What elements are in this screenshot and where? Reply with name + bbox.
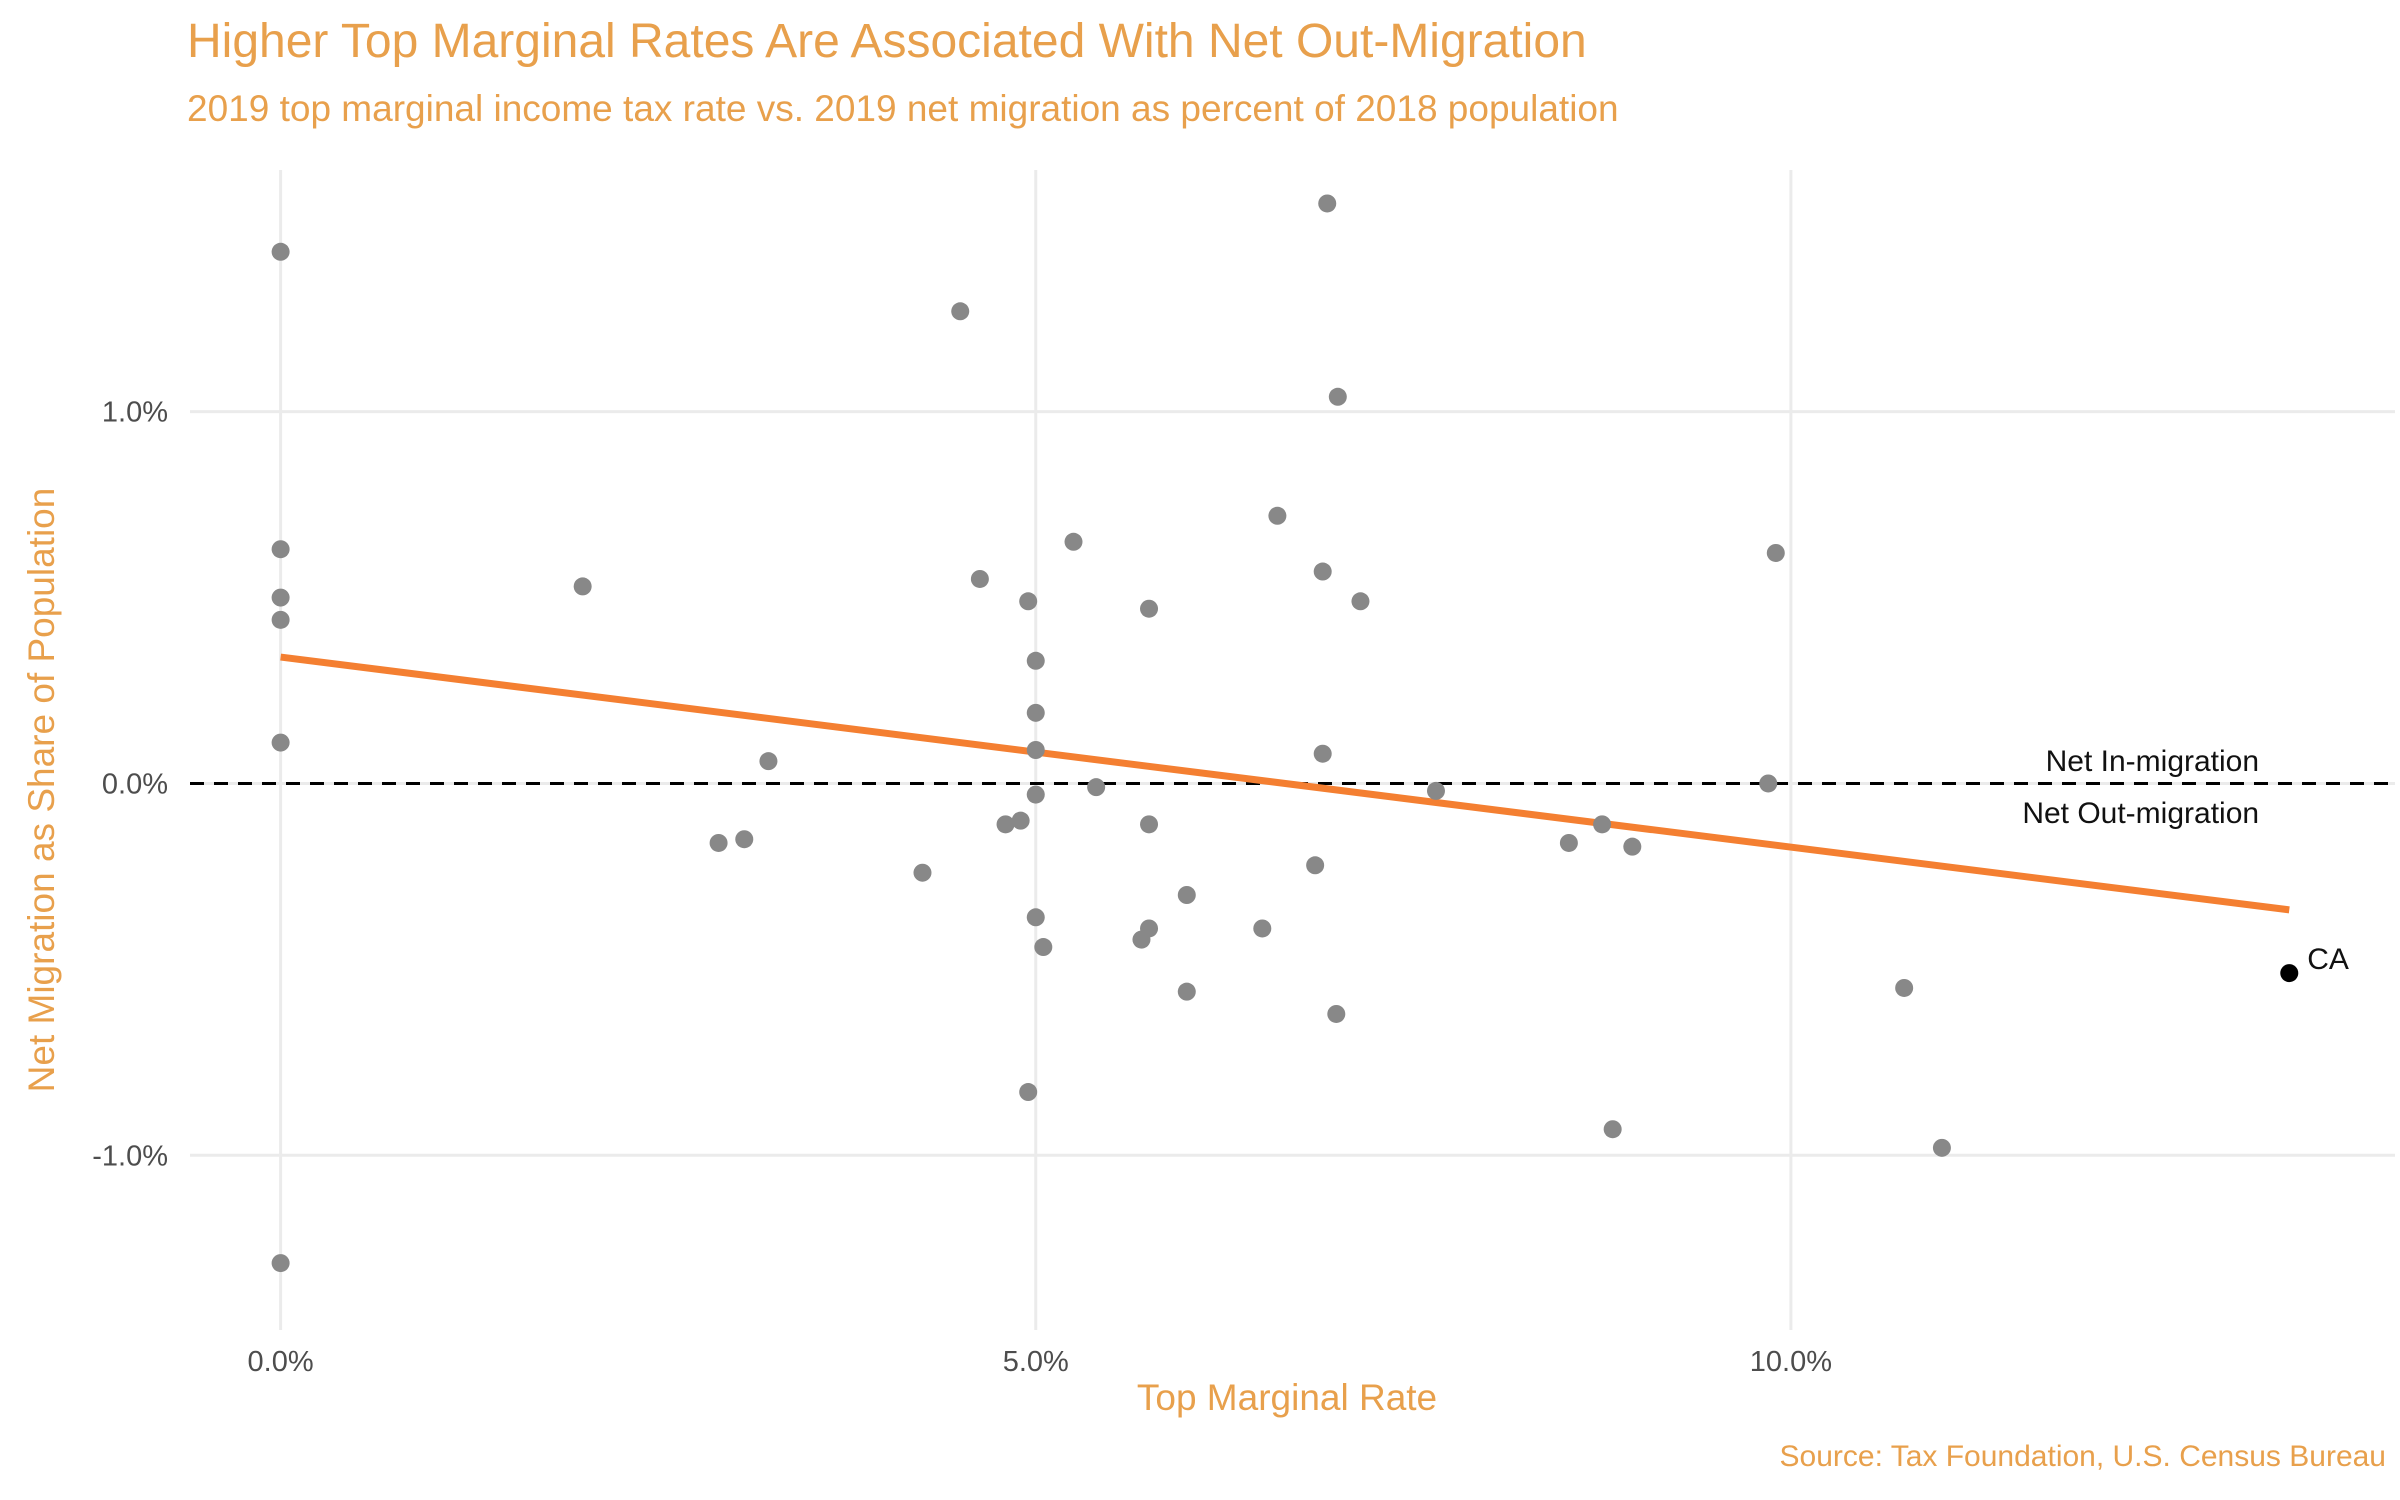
annotations: Net In-migration Net Out-migration CA bbox=[2022, 745, 2349, 976]
data-point bbox=[1351, 592, 1370, 611]
data-point bbox=[573, 577, 592, 596]
source-caption: Source: Tax Foundation, U.S. Census Bure… bbox=[1779, 1440, 2386, 1473]
data-point bbox=[709, 833, 728, 852]
data-point bbox=[271, 242, 290, 261]
data-point bbox=[1177, 982, 1196, 1001]
annotation-label: Net Out-migration bbox=[2022, 797, 2259, 830]
data-point bbox=[1011, 811, 1030, 830]
data-point bbox=[1327, 1004, 1346, 1023]
data-point bbox=[1140, 919, 1159, 938]
data-point bbox=[1932, 1138, 1951, 1157]
data-point bbox=[1318, 194, 1337, 213]
data-point bbox=[759, 752, 778, 771]
x-tick-label: 0.0% bbox=[248, 1346, 314, 1378]
x-tick-label: 10.0% bbox=[1750, 1346, 1832, 1378]
data-point bbox=[1268, 506, 1287, 525]
y-tick-label: -1.0% bbox=[92, 1140, 168, 1172]
data-point bbox=[1087, 778, 1106, 797]
data-point bbox=[271, 1254, 290, 1273]
data-point bbox=[913, 863, 932, 882]
y-tick-label: 0.0% bbox=[102, 768, 168, 800]
data-point bbox=[1026, 741, 1045, 759]
data-point bbox=[951, 302, 970, 321]
data-point bbox=[1019, 592, 1038, 611]
data-point bbox=[1177, 886, 1196, 904]
data-point bbox=[1895, 978, 1914, 997]
annotation-label: Net In-migration bbox=[2046, 745, 2259, 778]
data-point bbox=[1313, 562, 1332, 581]
x-tick-label: 5.0% bbox=[1003, 1346, 1069, 1378]
data-point bbox=[1026, 703, 1045, 722]
data-point bbox=[1766, 543, 1785, 562]
data-point bbox=[1026, 908, 1045, 927]
data-point bbox=[996, 815, 1015, 834]
highlight-point bbox=[2280, 964, 2299, 983]
data-point bbox=[1140, 815, 1159, 834]
data-point bbox=[970, 569, 989, 588]
data-point bbox=[1026, 785, 1045, 804]
highlight-label: CA bbox=[2307, 943, 2349, 976]
y-tick-label: 1.0% bbox=[102, 397, 168, 429]
data-point bbox=[1593, 815, 1612, 834]
data-point bbox=[1026, 651, 1045, 670]
chart-subtitle: 2019 top marginal income tax rate vs. 20… bbox=[187, 88, 1619, 129]
axis-tick-labels: 0.0% 5.0% 10.0% 1.0% 0.0% -1.0% bbox=[92, 397, 1832, 1378]
data-point bbox=[735, 830, 754, 849]
data-points bbox=[271, 194, 2299, 1273]
data-point bbox=[1306, 856, 1325, 875]
trend-line bbox=[280, 653, 2290, 914]
data-point bbox=[1034, 938, 1053, 957]
data-point bbox=[1019, 1083, 1038, 1102]
data-point bbox=[1759, 774, 1778, 793]
x-axis-label: Top Marginal Rate bbox=[1136, 1377, 1438, 1418]
data-point bbox=[271, 610, 290, 629]
data-point bbox=[1064, 532, 1083, 551]
data-point bbox=[1426, 781, 1445, 800]
data-point bbox=[1603, 1120, 1622, 1139]
data-point bbox=[1313, 744, 1332, 763]
trend-line-layer bbox=[280, 653, 2290, 914]
chart-title: Higher Top Marginal Rates Are Associated… bbox=[187, 15, 1587, 68]
data-point bbox=[1559, 833, 1578, 852]
data-point bbox=[1140, 599, 1159, 618]
data-point bbox=[271, 540, 290, 559]
data-point bbox=[271, 733, 290, 752]
data-point bbox=[271, 588, 290, 607]
data-point bbox=[1623, 837, 1642, 856]
data-point bbox=[1328, 387, 1347, 406]
data-point bbox=[1253, 919, 1272, 938]
